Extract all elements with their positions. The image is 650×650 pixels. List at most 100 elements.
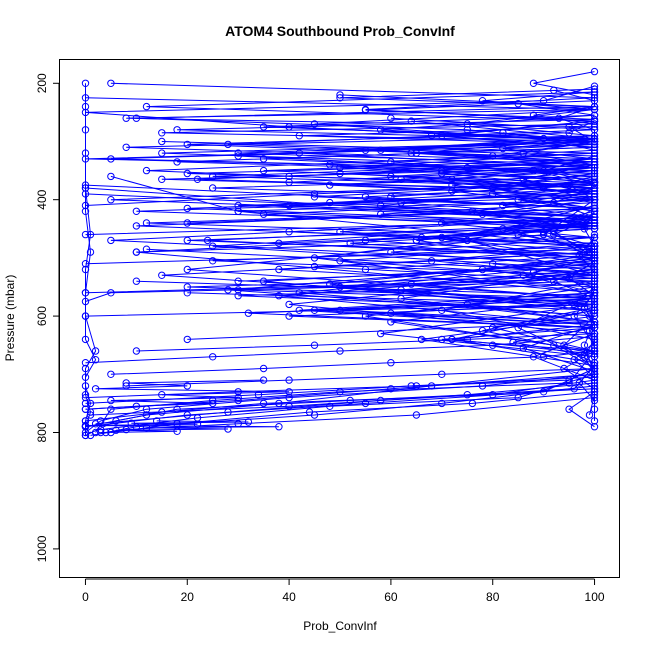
data-point <box>209 399 217 408</box>
data-point <box>127 419 136 427</box>
data-point <box>81 421 90 430</box>
x-tick-label: 20 <box>181 590 195 604</box>
data-point <box>529 79 538 88</box>
data-point <box>310 341 319 349</box>
data-point <box>590 423 599 431</box>
x-tick-label: 40 <box>282 590 296 604</box>
data-point <box>81 399 90 408</box>
data-point <box>580 225 589 233</box>
x-axis-label: Prob_ConvInf <box>303 619 377 633</box>
data-point <box>305 408 314 416</box>
data-point <box>361 193 370 201</box>
x-tick-label: 100 <box>585 590 605 604</box>
data-point <box>275 399 283 408</box>
data-point <box>590 169 599 178</box>
data-point <box>478 97 487 105</box>
series-47 <box>122 88 599 189</box>
data-point <box>590 91 599 99</box>
data-point <box>550 86 558 95</box>
data-point <box>86 399 95 408</box>
data-point <box>81 289 90 297</box>
data-point <box>97 428 105 437</box>
data-point <box>81 364 90 373</box>
data-point <box>310 193 319 201</box>
data-point <box>173 126 181 134</box>
data-point <box>448 335 456 344</box>
data-point <box>86 230 95 239</box>
data-point <box>590 196 599 204</box>
data-point <box>590 115 599 124</box>
data-point <box>560 364 568 373</box>
series-line <box>197 114 595 247</box>
data-point <box>377 329 385 338</box>
data-point <box>132 402 141 410</box>
data-point <box>107 370 115 378</box>
data-point <box>91 420 100 428</box>
data-point <box>361 236 370 245</box>
data-point <box>81 431 90 440</box>
data-point <box>570 385 578 393</box>
data-point <box>234 152 242 160</box>
data-point <box>183 335 192 344</box>
series-line <box>126 91 595 186</box>
data-point <box>285 300 293 309</box>
data-point <box>142 424 151 432</box>
data-point <box>234 286 242 294</box>
data-point <box>590 213 599 221</box>
data-point <box>468 207 477 216</box>
data-point <box>519 344 527 352</box>
data-point <box>468 399 477 408</box>
data-point <box>590 239 599 248</box>
data-point <box>112 417 120 425</box>
data-point <box>336 306 344 314</box>
data-point <box>285 388 293 396</box>
y-tick-label: 600 <box>35 306 49 326</box>
y-axis-label: Pressure (mbar) <box>3 275 17 362</box>
data-point <box>590 405 599 413</box>
data-point <box>234 292 242 300</box>
data-point <box>259 399 268 408</box>
data-point <box>590 329 599 338</box>
data-point <box>122 379 130 387</box>
data-point <box>412 411 421 419</box>
data-point <box>158 271 166 279</box>
data-point <box>590 265 599 274</box>
data-point <box>417 335 426 344</box>
data-point <box>580 341 589 349</box>
series-40 <box>81 417 283 437</box>
data-point <box>132 347 141 355</box>
x-tick-label: 80 <box>486 590 500 604</box>
data-point <box>336 94 344 102</box>
data-point <box>590 67 599 76</box>
data-point <box>499 144 507 153</box>
data-point <box>244 309 253 317</box>
data-point <box>590 155 599 163</box>
data-point <box>275 423 283 431</box>
data-point <box>448 181 456 189</box>
data-point <box>81 359 90 367</box>
data-point <box>590 178 599 186</box>
data-point <box>81 79 90 88</box>
data-point <box>183 382 192 390</box>
data-point <box>122 114 130 122</box>
data-point <box>590 204 599 213</box>
x-tick-label: 0 <box>82 590 89 604</box>
data-point <box>539 97 548 105</box>
data-point <box>193 175 202 184</box>
data-point <box>81 391 90 399</box>
data-point <box>203 236 212 245</box>
data-point <box>244 418 253 426</box>
data-point <box>565 405 573 413</box>
data-point <box>142 102 151 111</box>
plot-area <box>81 67 599 440</box>
data-point <box>326 198 334 207</box>
data-point <box>86 248 95 256</box>
data-point <box>81 207 90 216</box>
data-point <box>209 257 217 265</box>
data-point <box>193 420 202 428</box>
y-axis: 200 400 600 800 1000 <box>35 73 60 562</box>
data-point <box>575 379 583 387</box>
data-point <box>81 335 90 344</box>
data-point <box>438 370 446 378</box>
data-point <box>142 245 151 253</box>
